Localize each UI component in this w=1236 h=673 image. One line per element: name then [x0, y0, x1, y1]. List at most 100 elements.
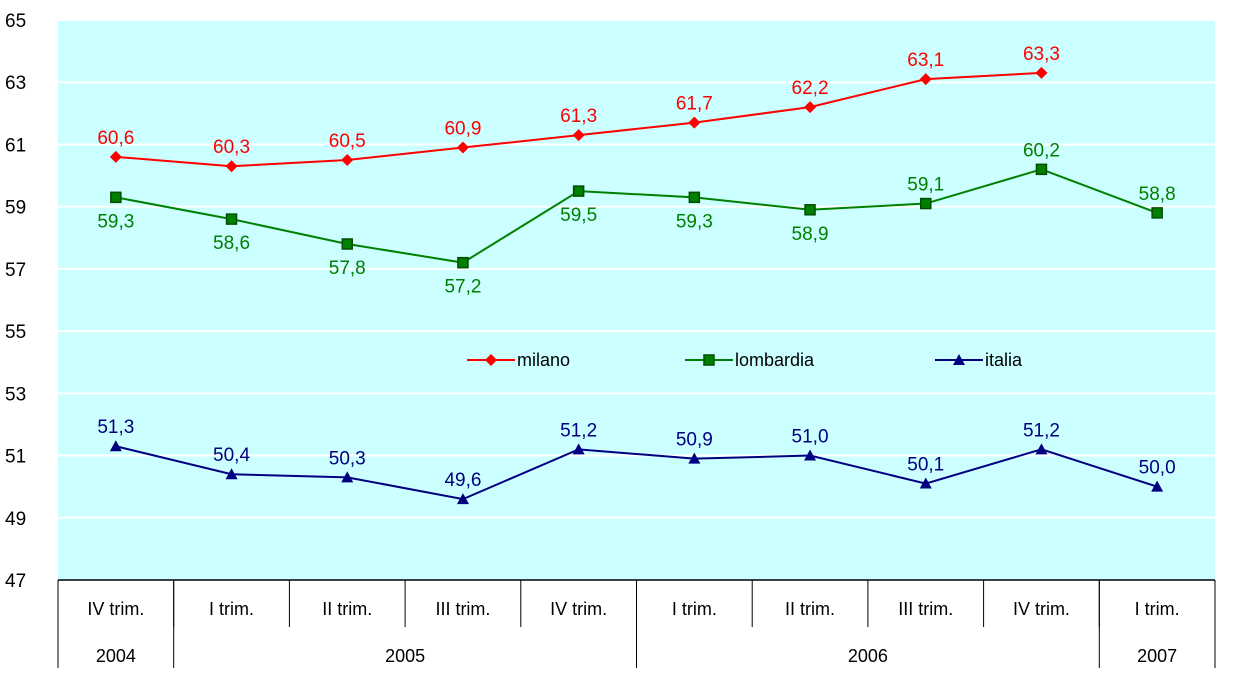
data-label: 60,3 [213, 137, 250, 158]
data-point [225, 160, 238, 173]
data-label: 51,2 [560, 420, 597, 441]
series-lines: 60,6 60,3 60,5 60,9 61,3 61,7 62,2 63,1 63,3 59,3… [97, 44, 1176, 505]
x-tick-label: I trim. [1135, 599, 1180, 619]
x-tick-label: I trim. [672, 599, 717, 619]
data-label: 50,0 [1139, 458, 1176, 479]
year-label: 2004 [96, 646, 136, 666]
data-label: 51,3 [97, 417, 134, 438]
series-lombardia: 59,3 58,6 57,8 57,2 59,5 59,3 58,9 59,1 60,2 58,8 [97, 140, 1175, 297]
data-label: 60,9 [444, 119, 481, 140]
y-axis: 47 49 51 53 55 57 59 61 63 65 [5, 11, 26, 592]
data-point [457, 256, 469, 269]
year-label: 2005 [385, 646, 425, 666]
data-label: 63,1 [907, 50, 944, 71]
data-point [1035, 163, 1048, 176]
x-tick-label: IV trim. [1013, 599, 1070, 619]
x-tick-label: II trim. [322, 599, 372, 619]
data-label: 50,1 [907, 455, 944, 476]
data-point [688, 191, 701, 204]
data-point [572, 185, 585, 197]
y-tick-label: 57 [5, 260, 26, 281]
data-point [919, 477, 932, 489]
legend-item-lombardia: lombardia [685, 350, 815, 370]
data-point [109, 150, 122, 163]
data-point [341, 471, 354, 483]
data-label: 61,3 [560, 106, 597, 127]
data-point [688, 116, 701, 129]
data-label: 51,0 [792, 427, 829, 448]
y-tick-label: 59 [5, 198, 26, 219]
y-tick-label: 51 [5, 447, 26, 468]
y-tick-label: 49 [5, 509, 26, 530]
data-point [572, 443, 585, 455]
data-label: 60,6 [97, 128, 134, 149]
plot-area [58, 20, 1215, 580]
data-point [110, 191, 122, 204]
data-point [804, 449, 817, 461]
legend-label: milano [517, 350, 570, 370]
y-tick-label: 65 [5, 11, 26, 32]
legend-label: italia [985, 350, 1023, 370]
data-point [572, 129, 585, 142]
data-label: 57,8 [329, 258, 366, 279]
data-point [485, 354, 497, 366]
data-label: 63,3 [1023, 44, 1060, 65]
y-tick-label: 53 [5, 384, 26, 405]
y-tick-label: 47 [5, 571, 26, 592]
data-label: 60,2 [1023, 140, 1060, 161]
x-axis: IV trim. I trim. II trim. III trim. IV trim.… [57, 579, 1216, 668]
data-label: 57,2 [444, 277, 481, 298]
data-point [953, 354, 965, 365]
data-point [919, 73, 932, 86]
year-label: 2007 [1137, 646, 1177, 666]
series-line [115, 445, 1158, 501]
data-label: 58,8 [1139, 184, 1176, 205]
data-point [225, 213, 238, 225]
data-point [109, 440, 122, 452]
data-point [1151, 480, 1164, 492]
x-tick-label: IV trim. [550, 599, 607, 619]
data-label: 62,2 [792, 78, 829, 99]
legend-item-italia: italia [935, 350, 1023, 370]
legend: milano lombardia italia [467, 350, 1023, 370]
x-tick-label: II trim. [785, 599, 835, 619]
data-point [341, 154, 354, 166]
data-label: 59,3 [97, 211, 134, 232]
data-point [703, 354, 715, 366]
data-label: 59,5 [560, 205, 597, 226]
data-point [804, 204, 816, 216]
data-label: 49,6 [444, 470, 481, 491]
legend-item-milano: milano [467, 350, 570, 370]
data-point [456, 141, 469, 154]
data-point [456, 493, 469, 505]
x-tick-label: III trim. [435, 599, 490, 619]
legend-label: lombardia [735, 350, 815, 370]
data-point [1035, 443, 1048, 455]
data-label: 59,3 [676, 211, 713, 232]
data-label: 50,3 [329, 448, 366, 469]
data-label: 59,1 [907, 175, 944, 196]
data-point [1035, 66, 1048, 79]
data-label: 61,7 [676, 94, 713, 115]
data-point [688, 452, 701, 464]
data-point [1151, 207, 1163, 219]
x-tick-label: IV trim. [87, 599, 144, 619]
x-tick-label: I trim. [209, 599, 254, 619]
y-tick-label: 55 [5, 322, 26, 343]
data-label: 60,5 [329, 131, 366, 152]
data-point [804, 101, 817, 114]
data-label: 50,4 [213, 445, 250, 466]
y-tick-label: 63 [5, 73, 26, 94]
series-italia: 51,3 50,4 50,3 49,6 51,2 50,9 51,0 50,1 51,2 50,0 [97, 417, 1176, 505]
y-tick-label: 61 [5, 135, 26, 156]
series-milano: 60,6 60,3 60,5 60,9 61,3 61,7 62,2 63,1 63,3 [97, 44, 1060, 173]
data-label: 51,2 [1023, 420, 1060, 441]
year-label: 2006 [848, 646, 888, 666]
data-point [341, 238, 353, 250]
gridlines [58, 19, 1215, 519]
data-point [920, 197, 932, 210]
series-line [115, 168, 1158, 264]
data-label: 50,9 [676, 430, 713, 451]
